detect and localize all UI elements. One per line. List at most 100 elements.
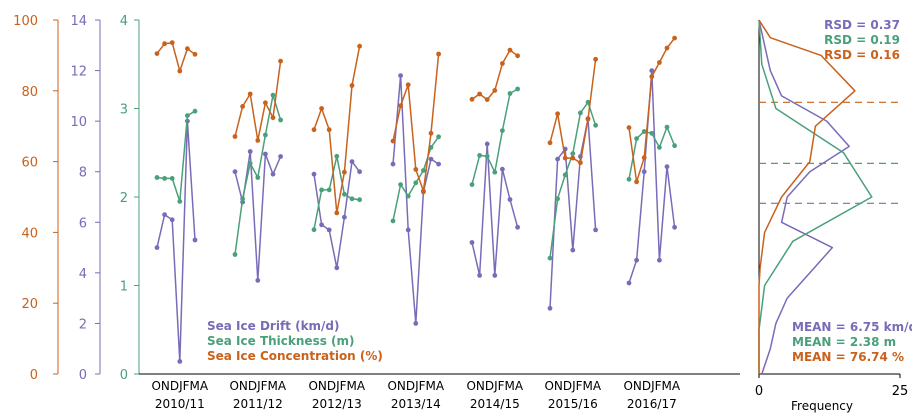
month-labels: ONDJFMA: [151, 379, 208, 393]
concentration-tick-label: 60: [21, 156, 38, 171]
data-point-thickness: [405, 193, 411, 199]
data-point-concentration: [593, 56, 598, 62]
legend-entry-thickness: Sea Ice Thickness (m): [207, 334, 355, 348]
series-line-concentration: [234, 61, 282, 142]
season-label: 2015/16: [548, 397, 598, 411]
data-point-drift: [342, 214, 347, 220]
data-point-concentration: [398, 103, 403, 109]
data-point-drift: [413, 321, 419, 326]
month-labels: ONDJFMA: [544, 379, 601, 393]
data-point-thickness: [578, 110, 583, 116]
distribution-line-drift: [758, 19, 850, 375]
data-point-drift: [263, 151, 268, 157]
data-point-concentration: [500, 61, 505, 66]
data-point-concentration: [405, 82, 411, 88]
data-point-concentration: [177, 68, 183, 74]
concentration-tick-label: 20: [21, 297, 38, 312]
data-point-concentration: [270, 115, 276, 121]
month-labels: ONDJFMA: [387, 379, 444, 393]
data-point-thickness: [390, 218, 396, 224]
data-point-drift: [593, 227, 598, 233]
data-point-drift: [469, 240, 475, 245]
data-point-thickness: [232, 252, 238, 257]
thickness-tick-label: 4: [120, 14, 128, 29]
data-point-drift: [664, 164, 670, 170]
rsd-concentration: RSD = 0.16: [824, 48, 900, 62]
data-point-concentration: [311, 127, 317, 133]
data-point-concentration: [247, 91, 253, 97]
data-point-drift: [641, 169, 647, 175]
season-label: 2014/15: [470, 397, 520, 411]
data-point-thickness: [247, 161, 253, 166]
data-point-drift: [192, 237, 198, 243]
data-point-thickness: [185, 113, 190, 118]
data-point-concentration: [349, 83, 355, 88]
data-point-drift: [477, 273, 482, 278]
data-point-drift: [311, 171, 317, 177]
data-point-drift: [436, 161, 441, 167]
data-point-concentration: [492, 88, 498, 93]
data-point-drift: [570, 247, 576, 253]
rsd-drift: RSD = 0.37: [824, 18, 900, 32]
data-point-concentration: [634, 179, 639, 185]
drift-tick-label: 4: [79, 267, 87, 282]
frequency-stats: RSD = 0.37 RSD = 0.19 RSD = 0.16 MEAN = …: [791, 18, 912, 413]
data-point-thickness: [547, 255, 553, 261]
data-point-drift: [405, 227, 411, 233]
thickness-tick-label: 2: [120, 191, 128, 206]
drift-tick-label: 0: [79, 368, 87, 383]
data-point-drift: [634, 257, 639, 263]
legend-entry-concentration: Sea Ice Concentration (%): [207, 349, 383, 363]
data-point-thickness: [672, 143, 677, 149]
month-labels: ONDJFMA: [466, 379, 523, 393]
data-point-thickness: [500, 128, 505, 134]
data-point-concentration: [162, 41, 168, 47]
freq-x-tick-label: 25: [892, 384, 909, 399]
data-point-concentration: [390, 138, 396, 144]
data-point-thickness: [570, 151, 576, 157]
data-point-thickness: [562, 172, 568, 178]
data-point-thickness: [319, 187, 324, 193]
month-labels: ONDJFMA: [623, 379, 680, 393]
data-point-thickness: [154, 175, 160, 180]
data-point-thickness: [357, 197, 362, 203]
data-point-concentration: [570, 155, 576, 161]
data-point-thickness: [515, 86, 520, 92]
concentration-tick-label: 100: [13, 14, 38, 29]
data-point-concentration: [255, 138, 261, 143]
season-label: 2012/13: [312, 397, 362, 411]
data-point-drift: [390, 161, 396, 167]
data-point-concentration: [626, 125, 632, 130]
data-point-thickness: [263, 132, 268, 138]
data-point-thickness: [177, 199, 183, 204]
data-point-thickness: [641, 129, 647, 134]
data-point-concentration: [547, 140, 553, 146]
data-point-concentration: [664, 45, 670, 51]
frequency-panel: 0 25: [755, 19, 909, 399]
concentration-tick-label: 0: [30, 368, 38, 383]
data-point-drift: [428, 156, 434, 162]
season-label: 2016/17: [627, 397, 677, 411]
data-point-drift: [398, 73, 403, 78]
month-labels: ONDJFMA: [229, 379, 286, 393]
data-point-thickness: [649, 130, 655, 136]
series-line-drift: [156, 120, 196, 363]
data-point-drift: [255, 278, 261, 283]
data-point-concentration: [185, 46, 190, 52]
data-point-concentration: [428, 130, 434, 136]
legend-entry-drift: Sea Ice Drift (km/d): [207, 319, 340, 333]
data-point-thickness: [436, 134, 441, 140]
data-point-thickness: [255, 175, 261, 180]
data-point-drift: [154, 245, 160, 251]
data-point-thickness: [634, 136, 639, 142]
data-point-concentration: [507, 47, 513, 53]
data-point-drift: [649, 68, 655, 73]
data-point-concentration: [562, 155, 568, 161]
data-point-drift: [177, 359, 183, 364]
data-point-concentration: [484, 97, 490, 102]
data-point-drift: [555, 156, 560, 162]
data-point-drift: [319, 222, 324, 228]
data-point-drift: [357, 169, 362, 175]
drift-tick-label: 2: [79, 317, 87, 332]
data-point-thickness: [240, 196, 246, 202]
